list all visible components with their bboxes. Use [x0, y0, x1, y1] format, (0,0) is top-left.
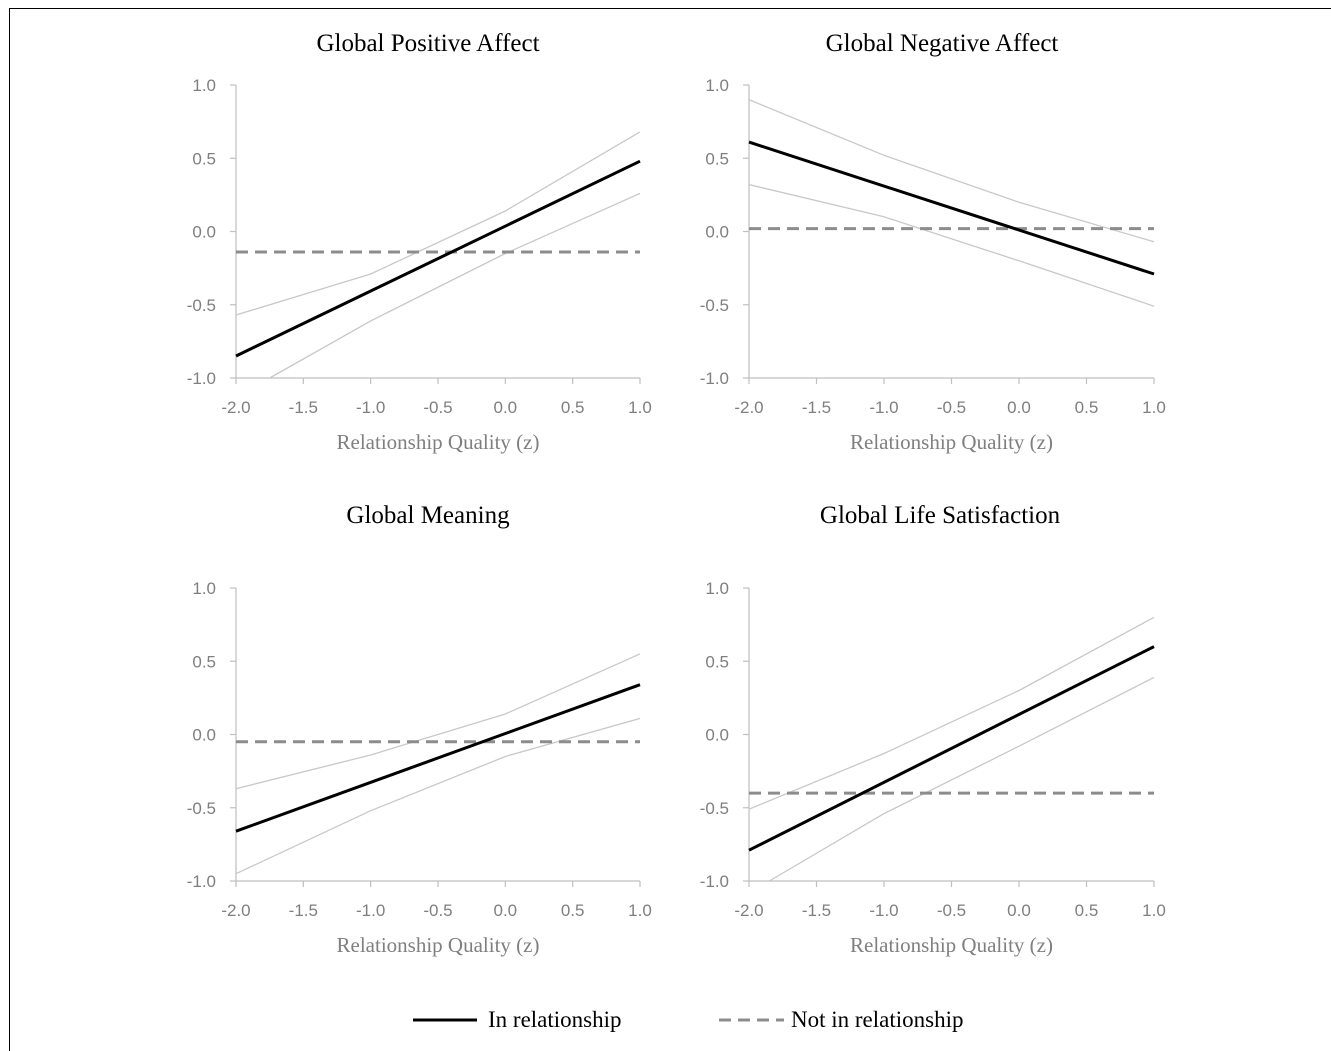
y-tick-label: 1.0: [705, 76, 729, 95]
chart-panel-2: Global Negative Affect1.00.50.0-0.5-1.0-…: [700, 30, 1166, 454]
x-tick-label: -0.5: [937, 398, 966, 417]
chart-panel-4: Global Life Satisfaction 1.0 0.5 0.0 -0.5 -1.…: [700, 502, 1166, 957]
x-axis-label: Relationship Quality (z): [337, 933, 540, 957]
x-tick-label: 0.0: [494, 901, 518, 920]
confidence-band-lower: [768, 676, 1155, 882]
x-tick-label: -1.5: [289, 901, 318, 920]
y-tick-label: -1.0: [700, 872, 729, 891]
x-tick-label: -2.0: [221, 901, 250, 920]
figure-frame: [9, 8, 1331, 1051]
x-tick-label: 1.0: [628, 398, 652, 417]
x-tick-label: 0.0: [1007, 901, 1031, 920]
y-tick-label: 0.0: [192, 223, 216, 242]
x-tick-label: -1.0: [869, 901, 898, 920]
x-tick-label: 0.0: [494, 398, 518, 417]
y-tick-label: 1.0: [192, 579, 216, 598]
y-tick-label: 0.5: [192, 652, 216, 671]
chart-panel-1: Global Positive Affect1.00.50.0-0.5-1.0-…: [187, 30, 652, 454]
y-tick-label: 0.0: [192, 726, 216, 745]
x-tick-label: -2.0: [734, 901, 763, 920]
confidence-band-upper: [235, 653, 641, 790]
chart-title: Global Life Satisfaction: [820, 502, 1061, 529]
y-tick-label: 0.5: [192, 149, 216, 168]
x-tick-label: -2.0: [221, 398, 250, 417]
chart-title: Global Negative Affect: [826, 30, 1059, 57]
x-tick-label: -1.0: [356, 398, 385, 417]
x-axis-label: Relationship Quality (z): [337, 430, 540, 454]
series-line-in-relationship: [235, 683, 641, 833]
legend: In relationship Not in relationship: [413, 1007, 963, 1032]
y-tick-label: 1.0: [192, 76, 216, 95]
x-tick-label: -2.0: [734, 398, 763, 417]
confidence-band-upper: [748, 616, 1155, 810]
x-tick-label: -1.0: [869, 398, 898, 417]
x-tick-label: 1.0: [628, 901, 652, 920]
y-tick-label: 0.5: [705, 149, 729, 168]
y-tick-label: -0.5: [700, 296, 729, 315]
y-tick-label: -1.0: [700, 369, 729, 388]
x-tick-label: 1.0: [1142, 398, 1166, 417]
chart-panel-3: Global Meaning 1.0 0.5 0.0 -0.5 -1.0 -2.0 -1.5 -…: [187, 502, 652, 957]
x-tick-label: -0.5: [937, 901, 966, 920]
x-axis-label: Relationship Quality (z): [850, 933, 1053, 957]
chart-title: Global Positive Affect: [316, 30, 539, 57]
x-tick-label: -1.0: [356, 901, 385, 920]
legend-label-in-relationship: In relationship: [488, 1007, 622, 1032]
x-tick-label: 0.5: [561, 398, 585, 417]
x-tick-label: 1.0: [1142, 901, 1166, 920]
y-tick-label: -0.5: [187, 799, 216, 818]
x-tick-label: 0.5: [561, 901, 585, 920]
confidence-band-upper: [235, 131, 641, 316]
x-tick-label: -1.5: [802, 901, 831, 920]
y-tick-label: -0.5: [700, 799, 729, 818]
x-tick-label: -0.5: [423, 901, 452, 920]
confidence-band-lower: [235, 717, 641, 875]
series-line-in-relationship: [235, 159, 641, 358]
x-tick-label: 0.0: [1007, 398, 1031, 417]
y-tick-label: -1.0: [187, 369, 216, 388]
y-tick-label: -1.0: [187, 872, 216, 891]
confidence-band-upper: [748, 99, 1155, 243]
legend-label-not-in-relationship: Not in relationship: [791, 1007, 963, 1032]
y-tick-label: 0.5: [705, 652, 729, 671]
x-axis-label: Relationship Quality (z): [850, 430, 1053, 454]
y-tick-label: 1.0: [705, 579, 729, 598]
y-tick-label: 0.0: [705, 223, 729, 242]
series-line-in-relationship: [748, 645, 1155, 852]
chart-title: Global Meaning: [346, 502, 510, 529]
x-tick-label: 0.5: [1075, 901, 1099, 920]
confidence-band-lower: [748, 183, 1155, 307]
y-tick-label: 0.0: [705, 726, 729, 745]
series-line-in-relationship: [748, 140, 1155, 276]
x-tick-label: -0.5: [423, 398, 452, 417]
y-tick-label: -0.5: [187, 296, 216, 315]
x-tick-label: -1.5: [802, 398, 831, 417]
x-tick-label: -1.5: [289, 398, 318, 417]
x-tick-label: 0.5: [1075, 398, 1099, 417]
confidence-band-lower: [269, 192, 641, 379]
